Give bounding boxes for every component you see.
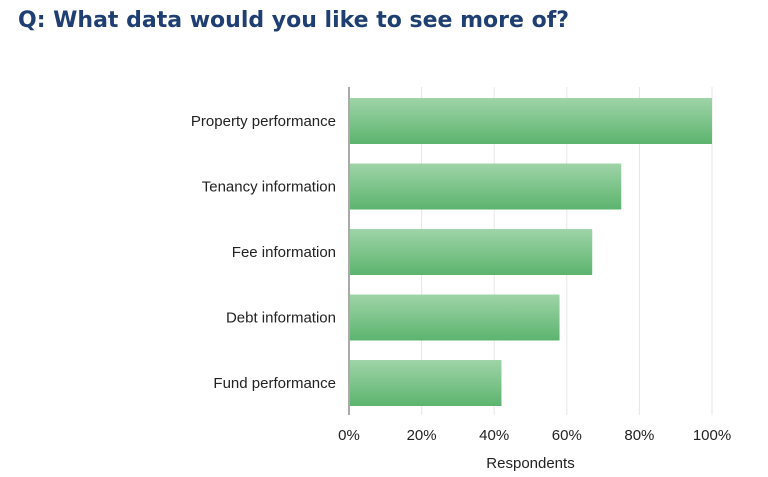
- bar: [350, 163, 622, 210]
- category-labels: Property performance Tenancy information F…: [191, 113, 336, 392]
- category-label: Debt information: [226, 310, 336, 327]
- category-label: Property performance: [191, 113, 336, 130]
- x-tick-label: 40%: [479, 427, 509, 444]
- x-axis-label: Respondents: [486, 455, 574, 472]
- bar: [350, 98, 712, 144]
- bars: [350, 98, 712, 406]
- category-label: Tenancy information: [202, 179, 336, 196]
- category-label: Fund performance: [213, 375, 336, 392]
- x-tick-label: 80%: [624, 427, 654, 444]
- category-label: Fee information: [232, 244, 336, 261]
- x-tick-label: 0%: [338, 427, 360, 444]
- x-tick-label: 60%: [552, 427, 582, 444]
- bar: [350, 229, 593, 275]
- bar: [350, 360, 502, 406]
- bar: [350, 294, 560, 341]
- x-tick-labels: 0% 20% 40% 60% 80% 100%: [338, 427, 731, 444]
- x-tick-label: 100%: [693, 427, 731, 444]
- chart-title: Q: What data would you like to see more …: [18, 8, 570, 33]
- x-tick-label: 20%: [407, 427, 437, 444]
